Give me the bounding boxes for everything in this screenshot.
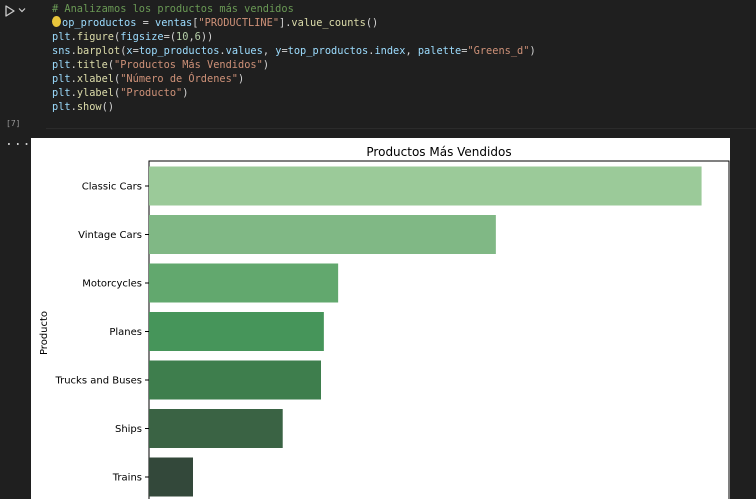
bar xyxy=(149,360,321,400)
code-line[interactable]: plt.title("Productos Más Vendidos") xyxy=(52,58,536,72)
code-token: y xyxy=(275,45,282,57)
code-token: "Productos Más Vendidos" xyxy=(114,59,263,71)
chart-title: Productos Más Vendidos xyxy=(366,145,511,159)
code-token: values xyxy=(225,45,263,57)
code-token: . xyxy=(70,45,77,57)
code-token: figsize xyxy=(120,31,164,43)
bar xyxy=(149,263,339,303)
cell-output: Productos Más Vendidos Producto Classic … xyxy=(31,138,730,499)
code-token: plt xyxy=(52,31,71,43)
code-token: ]. xyxy=(279,17,292,29)
code-token: )) xyxy=(200,31,214,43)
execution-count: [7] xyxy=(6,119,21,128)
code-token: , xyxy=(262,45,276,57)
code-token: value_counts xyxy=(291,17,366,29)
code-token: = xyxy=(281,45,288,57)
tick-label: Vintage Cars xyxy=(78,230,142,241)
code-token: ylabel xyxy=(76,87,115,99)
code-line[interactable]: plt.xlabel("Número de Órdenes") xyxy=(52,72,536,86)
bar xyxy=(149,312,324,351)
y-axis-label: Producto xyxy=(39,311,50,355)
code-token: ( xyxy=(107,59,115,71)
code-token: () xyxy=(101,101,115,113)
code-token: = xyxy=(136,17,156,29)
code-token: . xyxy=(70,73,77,85)
code-token: "PRODUCTLINE" xyxy=(198,17,280,29)
code-token: show xyxy=(76,101,102,113)
code-cell-editor[interactable]: # Analizamos los productos más vendidos o… xyxy=(46,0,756,129)
code-token: ( xyxy=(114,73,121,85)
code-line[interactable]: # Analizamos los productos más vendidos xyxy=(52,2,536,16)
code-token: barplot xyxy=(76,45,121,57)
code-token: ventas xyxy=(155,17,193,29)
code-token: title xyxy=(76,59,108,71)
code-line[interactable]: sns.barplot(x=top_productos.values, y=to… xyxy=(52,44,536,58)
code-token: x xyxy=(126,45,133,57)
code-token: plt xyxy=(52,59,71,71)
code-token: = xyxy=(461,45,468,57)
bar xyxy=(149,409,283,448)
code-token: . xyxy=(70,59,77,71)
code-token: . xyxy=(368,45,375,57)
code-token: "Número de Órdenes" xyxy=(120,73,239,85)
bar xyxy=(149,166,702,206)
tick-label: Classic Cars xyxy=(82,182,142,193)
bars xyxy=(149,166,702,497)
code-token: = xyxy=(132,45,139,57)
code-token: () xyxy=(365,17,379,29)
code-token: "Producto" xyxy=(120,87,183,99)
code-token: . xyxy=(70,31,77,43)
bar-chart: Productos Más Vendidos Producto Classic … xyxy=(39,145,730,499)
code-token: . xyxy=(219,45,226,57)
code-block[interactable]: # Analizamos los productos más vendidos o… xyxy=(52,2,536,114)
code-token: . xyxy=(70,101,77,113)
code-line[interactable]: plt.show() xyxy=(52,100,536,114)
code-line[interactable]: plt.ylabel("Producto") xyxy=(52,86,536,100)
code-token: op_productos xyxy=(62,17,137,29)
code-token: palette xyxy=(417,45,462,57)
code-token: sns xyxy=(52,45,71,57)
code-token: ( xyxy=(114,31,121,43)
code-token: top_productos xyxy=(287,45,369,57)
code-token: top_productos xyxy=(138,45,220,57)
code-token: ) xyxy=(262,59,270,71)
code-token: 6 xyxy=(194,31,201,43)
code-token: ) xyxy=(529,45,536,57)
code-token: plt xyxy=(52,73,71,85)
code-token: . xyxy=(70,87,77,99)
tick-label: Planes xyxy=(109,327,142,338)
code-token: , xyxy=(188,31,195,43)
code-token: , xyxy=(405,45,418,57)
code-token: ( xyxy=(120,45,127,57)
bar xyxy=(149,215,496,254)
tick-label: Ships xyxy=(115,424,142,435)
code-token: # Analizamos los productos más vendidos xyxy=(52,3,294,15)
lightbulb-icon[interactable] xyxy=(52,16,61,27)
chevron-down-icon[interactable] xyxy=(18,6,26,14)
code-token: [ xyxy=(192,17,199,29)
tick-label: Trains xyxy=(112,473,142,484)
code-token: index xyxy=(374,45,406,57)
code-token: figure xyxy=(76,31,115,43)
code-token: =( xyxy=(163,31,177,43)
code-line[interactable]: plt.figure(figsize=(10,6)) xyxy=(52,30,536,44)
play-icon[interactable] xyxy=(3,4,17,18)
code-token: ) xyxy=(238,73,245,85)
code-token: ( xyxy=(114,87,121,99)
code-token: plt xyxy=(52,101,71,113)
code-token: 10 xyxy=(176,31,189,43)
bar xyxy=(149,457,193,497)
code-token: plt xyxy=(52,87,71,99)
code-token: "Greens_d" xyxy=(467,45,530,57)
code-line[interactable]: op_productos = ventas["PRODUCTLINE"].val… xyxy=(52,16,536,30)
code-token: xlabel xyxy=(76,73,115,85)
output-more-icon[interactable]: ... xyxy=(5,134,32,149)
tick-label: Trucks and Buses xyxy=(54,376,142,387)
y-ticks: Classic Cars Vintage Cars Motorcycles Plane… xyxy=(54,182,149,484)
tick-label: Motorcycles xyxy=(82,279,142,290)
code-token: ) xyxy=(182,87,189,99)
